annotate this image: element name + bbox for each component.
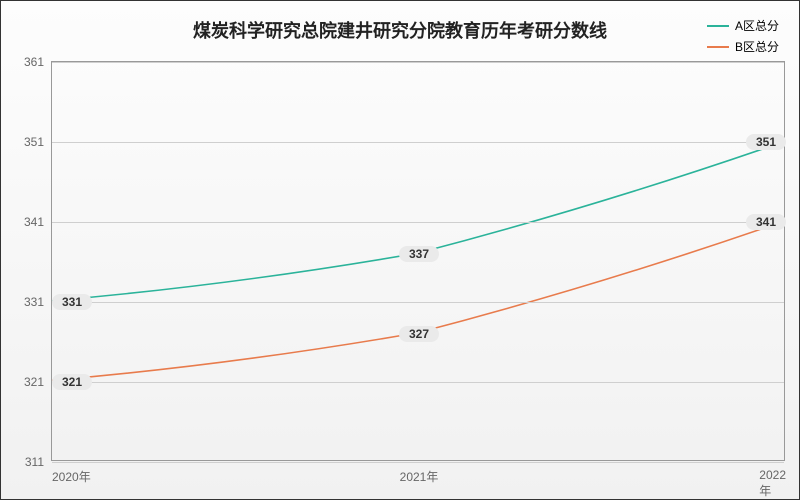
chart-container: 煤炭科学研究总院建井研究分院教育历年考研分数线 A区总分 B区总分 311 321… [0,0,800,500]
legend-label-a: A区总分 [735,17,779,34]
y-tick-label: 341 [24,215,52,229]
plot-area: 3113213313413513612020年2021年2022年3313373… [51,61,785,461]
data-label: 327 [399,326,439,342]
x-tick-label: 2021年 [400,460,439,485]
legend-item: B区总分 [707,38,779,55]
data-label: 341 [746,214,786,230]
gridline [52,222,784,223]
gridline [52,142,784,143]
data-label: 321 [52,374,92,390]
chart-title: 煤炭科学研究总院建井研究分院教育历年考研分数线 [1,17,799,43]
legend-swatch-a [707,25,729,27]
y-tick-label: 311 [25,455,52,469]
data-label: 337 [399,246,439,262]
gridline [52,302,784,303]
data-label: 331 [52,294,92,310]
y-tick-label: 321 [24,375,52,389]
legend-label-b: B区总分 [735,38,779,55]
x-tick-label: 2022年 [759,460,786,499]
data-label: 351 [746,134,786,150]
y-tick-label: 351 [24,135,52,149]
x-tick-label: 2020年 [52,460,91,485]
y-tick-label: 361 [24,55,52,69]
y-tick-label: 331 [24,295,52,309]
legend: A区总分 B区总分 [707,17,779,59]
gridline [52,382,784,383]
legend-swatch-b [707,46,729,48]
legend-item: A区总分 [707,17,779,34]
gridline [52,62,784,63]
